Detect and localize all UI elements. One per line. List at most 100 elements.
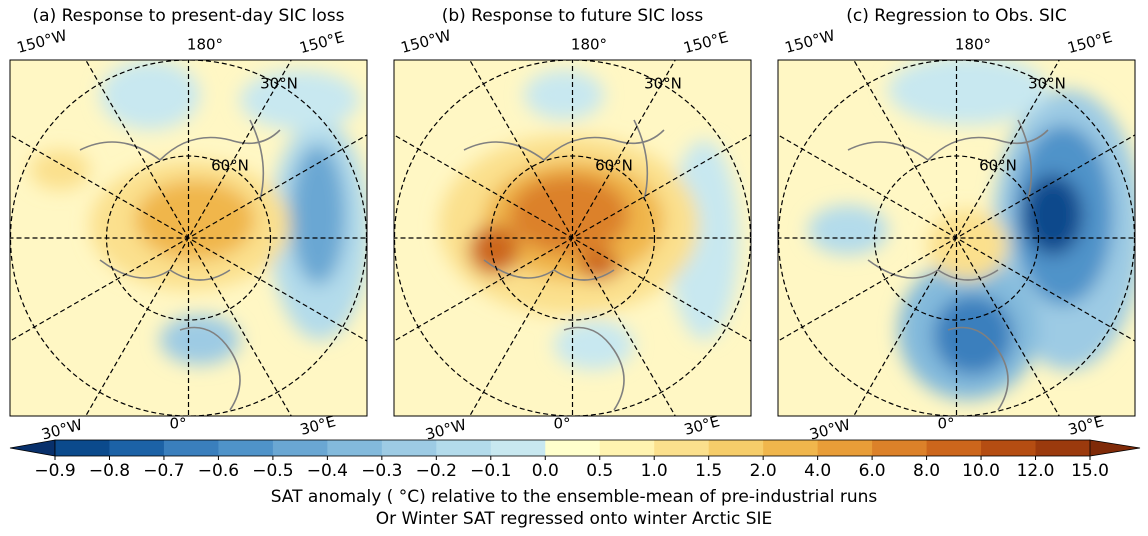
colorbar-tick-label: 1.0 xyxy=(641,461,668,481)
colorbar-frame xyxy=(54,439,1091,457)
colorbar-segment xyxy=(272,440,328,456)
meridian xyxy=(85,60,292,416)
colorbar-segment xyxy=(436,440,492,456)
colorbar-segment xyxy=(327,440,383,456)
graticule-label: 60°N xyxy=(211,157,249,175)
graticule-label: 150°W xyxy=(399,26,453,57)
anomaly-region xyxy=(240,70,360,130)
colorbar-tick-label: 2.0 xyxy=(750,461,777,481)
graticule-label: 30°W xyxy=(808,415,853,443)
anomaly-field xyxy=(808,60,1135,400)
colorbar-segment xyxy=(763,440,819,456)
anomaly-region xyxy=(888,60,1048,125)
colorbar-tick-label: −0.8 xyxy=(89,461,130,481)
graticule-label: 180° xyxy=(955,36,991,54)
colorbar-segment xyxy=(708,440,764,456)
map-panel xyxy=(778,60,1135,416)
colorbar-segment xyxy=(109,440,165,456)
graticule-label: 60°N xyxy=(979,157,1017,175)
meridian xyxy=(853,60,1060,416)
colorbar-segment xyxy=(654,440,710,456)
map-frame xyxy=(777,59,1136,417)
colorbar-segment xyxy=(218,440,274,456)
colorbar-extend-max xyxy=(1089,439,1141,457)
colorbar-label: Or Winter SAT regressed onto winter Arct… xyxy=(376,509,773,529)
graticule-label: 150°W xyxy=(783,26,837,57)
coastline xyxy=(847,119,1049,411)
colorbar-tick-label: −0.3 xyxy=(361,461,402,481)
graticule-label: 0° xyxy=(937,415,954,433)
graticule-label: 30°N xyxy=(260,75,298,93)
coastline xyxy=(463,119,665,411)
colorbar-segment xyxy=(981,440,1037,456)
colorbar-segment xyxy=(381,440,437,456)
colorbar-segment xyxy=(1035,440,1091,456)
meridian xyxy=(469,60,676,416)
colorbar-segment xyxy=(163,440,219,456)
graticule-label: 180° xyxy=(187,36,223,54)
parallel xyxy=(105,155,272,321)
colorbar-tick-label: 8.0 xyxy=(913,461,940,481)
coastline xyxy=(79,119,281,411)
panel-title: (a) Response to present-day SIC loss xyxy=(33,6,345,26)
graticule-label: 180° xyxy=(571,36,607,54)
anomaly-region xyxy=(100,60,200,130)
colorbar-tick-label: 1.5 xyxy=(695,461,722,481)
colorbar-tick-label: 12.0 xyxy=(1017,461,1055,481)
graticule-label: 150°W xyxy=(15,26,69,57)
anomaly-field xyxy=(439,70,739,370)
anomaly-region xyxy=(135,180,255,260)
graticule-label: 150°E xyxy=(298,28,347,57)
colorbar-tick-label: 0.5 xyxy=(586,461,613,481)
colorbar-tick-label: 0.0 xyxy=(532,461,559,481)
map-panel xyxy=(10,60,367,416)
map-frame xyxy=(9,59,368,417)
colorbar-tick-label: 15.0 xyxy=(1071,461,1109,481)
anomaly-region xyxy=(290,145,346,285)
anomaly-region xyxy=(509,175,629,255)
colorbar-tick-label: −0.1 xyxy=(470,461,511,481)
colorbar-segment xyxy=(872,440,928,456)
colorbar-tick-label: −0.5 xyxy=(252,461,293,481)
anomaly-region xyxy=(554,320,634,370)
colorbar-segment xyxy=(926,440,982,456)
colorbar-tick-label: −0.2 xyxy=(416,461,457,481)
colorbar-tick-label: −0.9 xyxy=(34,461,75,481)
graticule-label: 0° xyxy=(169,415,186,433)
colorbar-segment xyxy=(545,440,601,456)
colorbar-tick-label: −0.7 xyxy=(143,461,184,481)
graticule-label: 30°W xyxy=(424,415,469,443)
anomaly-region xyxy=(579,250,619,280)
graticule-label: 30°W xyxy=(40,415,85,443)
anomaly-region xyxy=(808,205,888,255)
graticule-label: 30°N xyxy=(644,75,682,93)
panel-title: (c) Regression to Obs. SIC xyxy=(846,6,1066,26)
colorbar-tick-label: −0.6 xyxy=(198,461,239,481)
anomaly-region xyxy=(1023,175,1083,255)
parallel xyxy=(489,155,656,321)
map-frame xyxy=(393,59,752,417)
graticule-label: 150°E xyxy=(682,28,731,57)
anomaly-region xyxy=(30,150,90,190)
colorbar-segment xyxy=(55,440,110,456)
graticule-label: 60°N xyxy=(595,157,633,175)
colorbar-segment xyxy=(490,440,546,456)
anomaly-region xyxy=(160,315,240,365)
anomaly-region xyxy=(933,295,1013,375)
anomaly-region xyxy=(524,70,604,120)
colorbar: −0.9 −0.8 −0.7 −0.6 −0.5 −0.4 −0.3 −0.2 −0.1 0.0 0… xyxy=(9,439,1141,529)
colorbar-label: SAT anomaly ( °C) relative to the ensemb… xyxy=(271,487,878,507)
colorbar-tick-label: 6.0 xyxy=(859,461,886,481)
graticule-label: 30°N xyxy=(1028,75,1066,93)
graticule-label: 0° xyxy=(553,415,570,433)
colorbar-tick-label: 4.0 xyxy=(804,461,831,481)
colorbar-tick-label: 10.0 xyxy=(962,461,1000,481)
map-panel xyxy=(394,60,751,416)
colorbar-tick-label: −0.4 xyxy=(307,461,348,481)
colorbar-extend-min xyxy=(9,439,56,457)
colorbar-segment xyxy=(817,440,873,456)
graticule-label: 150°E xyxy=(1066,28,1115,57)
colorbar-segment xyxy=(599,440,655,456)
anomaly-field xyxy=(30,60,367,365)
